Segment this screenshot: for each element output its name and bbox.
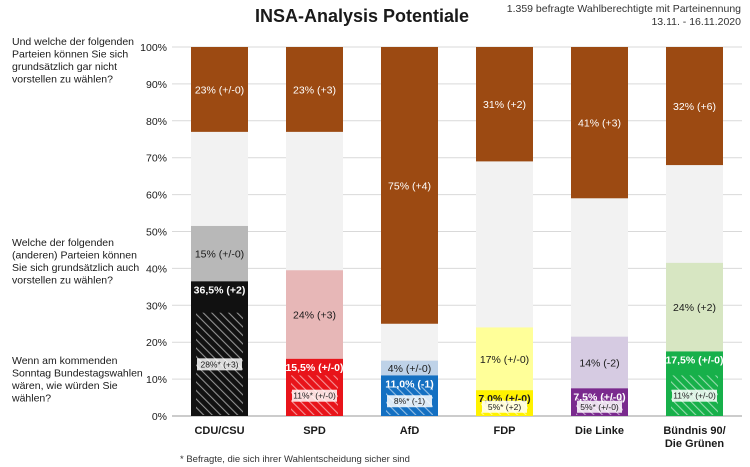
sample-info: 1.359 befragte Wahlberechtigte mit Parte… <box>507 3 741 15</box>
bar-cannot <box>286 47 343 132</box>
label-cannot: 31% (+2) <box>483 99 526 111</box>
question-line: Wenn am kommenden <box>12 355 118 367</box>
x-axis: CDU/CSU SPD AfD FDP Die Linke Bündnis 90/Die … <box>194 425 725 450</box>
y-tick-label: 100% <box>140 42 167 54</box>
bars: 23% (+/-0)15% (+/-0)36,5% (+2)28%* (+3)2… <box>191 47 724 416</box>
label-cannot: 23% (+/-0) <box>195 84 244 96</box>
label-sure: 5%* (+/-0) <box>580 402 619 412</box>
label-sure-bg <box>387 395 432 408</box>
bar-group: 41% (+3) 14% (-2) 7,5% (+/-0)5%* (+/-0) <box>571 47 628 416</box>
y-gridlines <box>172 46 742 417</box>
y-tick-label: 50% <box>146 227 167 239</box>
bar-potential <box>191 225 248 282</box>
category-label: Bündnis 90/ <box>663 425 725 437</box>
bar-group: 23% (+/-0) 15% (+/-0) 36,5% (+2) 28%* (+3) <box>191 47 248 416</box>
label-potential: 24% (+3) <box>293 310 336 322</box>
label-sure: 11%* (+/-0) <box>673 391 716 401</box>
label-sure-bg <box>672 389 717 402</box>
bar-potential <box>381 360 438 376</box>
y-tick-label: 80% <box>146 116 167 128</box>
label-potential: 4% (+/-0) <box>388 363 431 375</box>
question-line: Welche der folgenden <box>12 237 114 249</box>
question-line: wären, wie würden Sie <box>11 380 118 392</box>
category-label: FDP <box>494 425 516 437</box>
y-tick-label: 10% <box>146 374 167 386</box>
label-vote: 7,5% (+/-0) <box>573 391 625 403</box>
label-vote: 11,0% (-1) <box>385 378 433 390</box>
label-potential: 15% (+/-0) <box>195 249 244 261</box>
bar-cannot <box>381 47 438 324</box>
label-cannot: 41% (+3) <box>578 118 621 130</box>
y-tick-label: 30% <box>146 300 167 312</box>
y-tick-label: 0% <box>152 411 167 423</box>
y-tick-label: 60% <box>146 190 167 202</box>
category-label: SPD <box>303 425 326 437</box>
label-potential: 14% (-2) <box>579 357 619 369</box>
footnote: * Befragte, die sich ihrer Wahlentscheid… <box>180 454 410 465</box>
question-line: Sonntag Bundestagswahlen <box>12 368 143 380</box>
label-sure-bg <box>577 400 622 413</box>
label-sure: 8%* (-1) <box>394 396 425 406</box>
bar-group: 31% (+2)17% (+/-0)7,0% (+/-0)5%* (+2) <box>476 47 533 416</box>
y-tick-label: 90% <box>146 79 167 91</box>
label-sure: 11%* (+/-0) <box>293 391 336 401</box>
y-tick-label: 20% <box>146 337 167 349</box>
category-label: Die Grünen <box>665 438 725 450</box>
label-sure-bg <box>482 400 527 413</box>
label-vote: 15,5% (+/-0) <box>285 362 343 374</box>
bar-cannot <box>191 47 248 132</box>
label-potential: 24% (+2) <box>673 302 716 314</box>
label-potential: 17% (+/-0) <box>480 354 529 366</box>
label-cannot: 32% (+6) <box>673 101 716 113</box>
bar-group: 23% (+3) 24% (+3) 15,5% (+/-0) 11%* (+/-0) <box>285 47 344 416</box>
bar-cannot <box>666 47 723 166</box>
question-line: (anderen) Parteien können <box>12 250 137 262</box>
label-vote: 36,5% (+2) <box>194 284 246 296</box>
label-sure-bg <box>292 389 337 402</box>
bar-group: 75% (+4) 4% (+/-0) 11,0% (-1) 8%* (-1) <box>381 47 438 416</box>
question-line: vorstellen zu wählen? <box>12 275 113 287</box>
label-cannot: 23% (+3) <box>293 84 336 96</box>
category-label: CDU/CSU <box>194 425 244 437</box>
y-tick-label: 40% <box>146 263 167 275</box>
category-label: Die Linke <box>575 425 624 437</box>
bar-cannot <box>571 47 628 199</box>
label-cannot: 75% (+4) <box>388 180 431 192</box>
question-line: Parteien können Sie sich <box>12 49 128 61</box>
bar-cannot <box>476 47 533 162</box>
bar-potential <box>666 262 723 352</box>
bar-potential <box>476 327 533 391</box>
label-sure: 28%* (+3) <box>200 359 238 369</box>
question-line: wählen? <box>11 393 51 405</box>
question-could-vote: Welche der folgenden(anderen) Parteien k… <box>12 237 139 287</box>
question-line: Und welche der folgenden <box>12 36 134 48</box>
label-vote: 17,5% (+/-0) <box>665 354 723 366</box>
bar-potential <box>286 270 343 359</box>
y-tick-label: 70% <box>146 153 167 165</box>
survey-dates: 13.11. - 16.11.2020 <box>651 16 741 28</box>
question-line: grundsätzlich gar nicht <box>12 61 117 73</box>
question-line: Sie sich grundsätzlich auch <box>12 262 139 274</box>
question-line: vorstellen zu wählen? <box>12 74 113 86</box>
bar-potential <box>571 336 628 389</box>
category-label: AfD <box>400 425 420 437</box>
chart-title: INSA-Analysis Potentiale <box>255 6 469 26</box>
y-axis: 0% 10% 20% 30% 40% 50% 60% 70% 80% 90% 100% <box>140 42 167 423</box>
label-sure-bg <box>197 358 242 371</box>
label-sure: 5%* (+2) <box>488 402 521 412</box>
bar-group: 32% (+6) 24% (+2) 17,5% (+/-0) 11%* (+/-0) <box>665 47 724 416</box>
